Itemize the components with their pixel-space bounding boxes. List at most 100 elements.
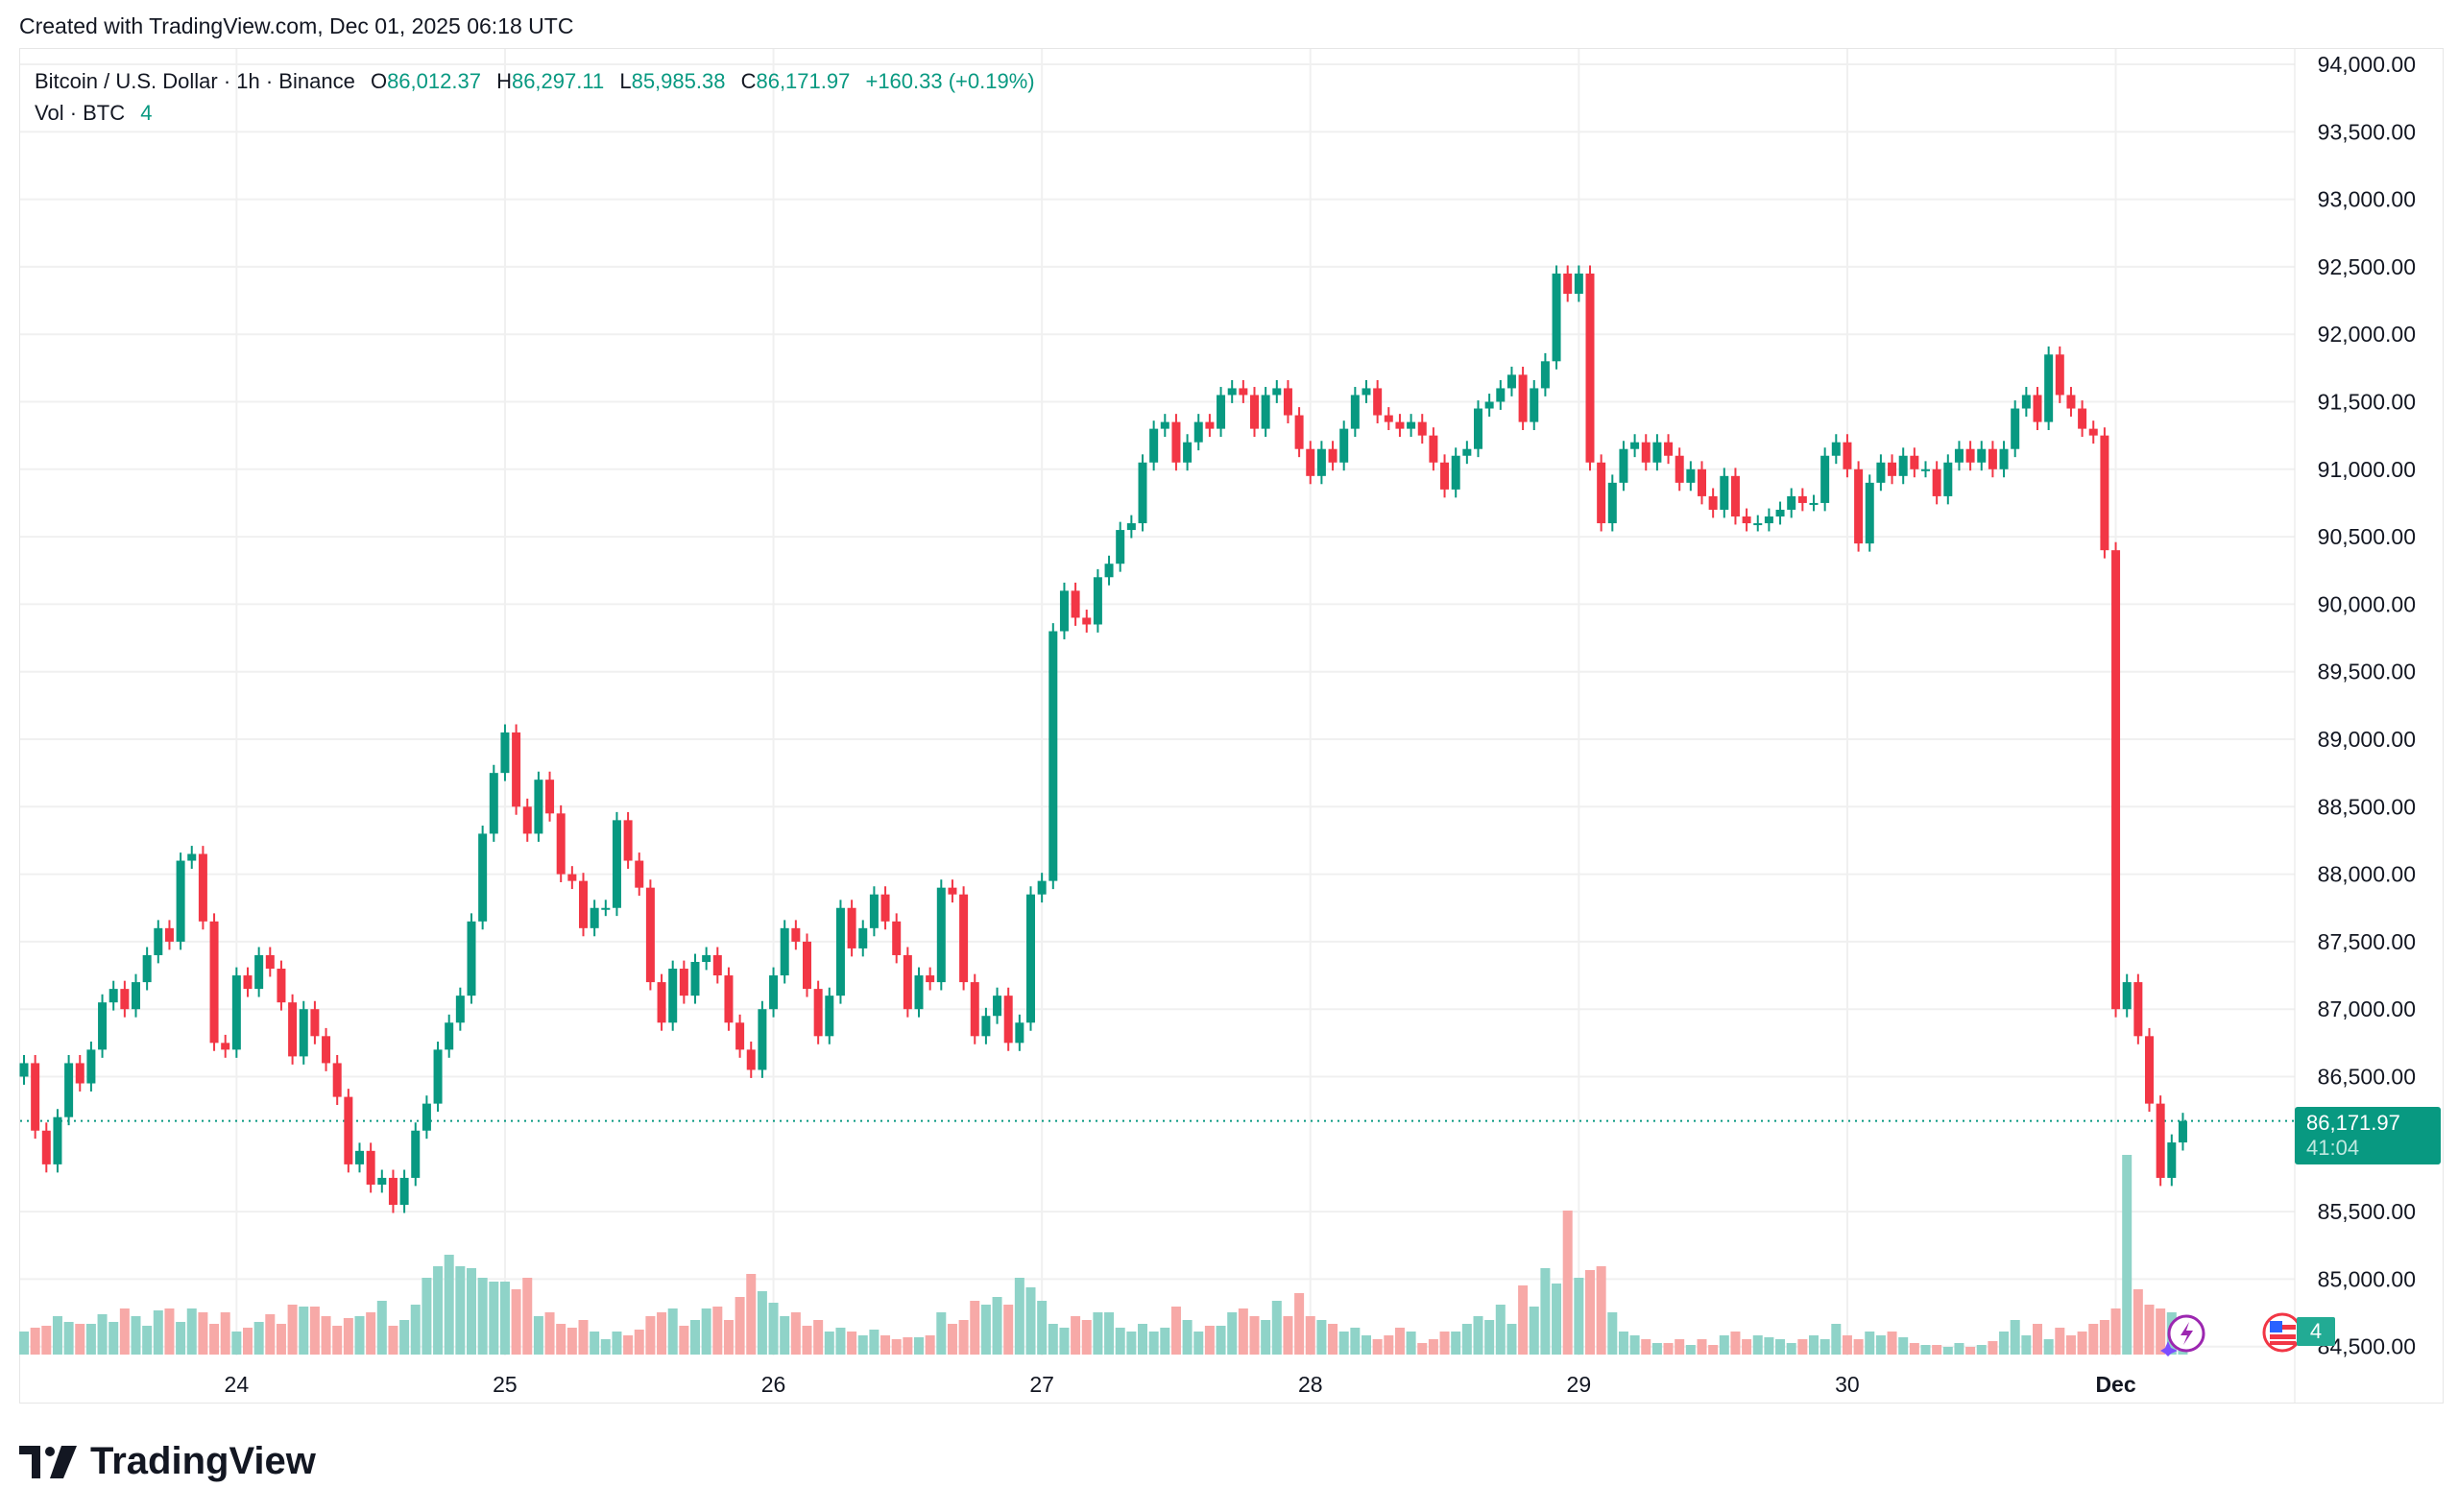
- volume-bar: [891, 1339, 902, 1355]
- volume-bar: [690, 1320, 700, 1355]
- volume-bar: [388, 1326, 398, 1355]
- candle-body: [1910, 455, 1919, 469]
- volume-bar: [1797, 1339, 1808, 1355]
- ohlc-line: Bitcoin / U.S. Dollar · 1h · Binance O86…: [35, 65, 1035, 97]
- candle-body: [388, 1177, 398, 1206]
- candle-body: [903, 954, 912, 1010]
- volume-bar: [880, 1335, 891, 1355]
- candle-body: [1943, 462, 1953, 496]
- candle-body: [590, 907, 599, 928]
- volume-bar: [1809, 1335, 1819, 1355]
- candle-body: [1071, 590, 1080, 618]
- volume-bar: [1708, 1345, 1719, 1355]
- volume-bar: [925, 1335, 935, 1355]
- candle-body: [690, 961, 700, 996]
- volume-bar: [612, 1332, 622, 1355]
- volume-bar: [1552, 1284, 1562, 1355]
- volume-bar: [992, 1297, 1002, 1355]
- candle-body: [522, 806, 532, 834]
- candle-body: [1328, 448, 1337, 463]
- candle-body: [2088, 428, 2098, 436]
- candle-body: [926, 975, 935, 983]
- volume-bar: [1574, 1278, 1584, 1355]
- volume-bar: [1651, 1343, 1662, 1355]
- volume-bar: [1585, 1270, 1595, 1355]
- candle-body: [2145, 1036, 2154, 1104]
- candle-body: [1373, 388, 1383, 416]
- volume-bar: [578, 1320, 589, 1355]
- volume-bar: [2021, 1335, 2032, 1355]
- candle-body: [847, 907, 856, 948]
- candle-body: [2156, 1103, 2165, 1178]
- volume-bar: [63, 1322, 74, 1355]
- candle-body: [724, 975, 734, 1023]
- candle-body: [1138, 462, 1147, 524]
- volume-bar: [444, 1255, 454, 1355]
- candle-body: [1843, 442, 1852, 469]
- volume-bar: [366, 1312, 376, 1355]
- volume-bar: [2110, 1308, 2121, 1355]
- volume-bar: [287, 1305, 298, 1355]
- volume-bar: [1495, 1305, 1506, 1355]
- volume-bar: [1126, 1332, 1137, 1355]
- volume-bar: [1999, 1332, 2010, 1355]
- volume-bar: [309, 1307, 320, 1355]
- volume-bar: [253, 1322, 264, 1355]
- lightning-event-icon[interactable]: [2160, 1312, 2208, 1356]
- volume-bar: [947, 1324, 957, 1355]
- candle-body: [635, 860, 644, 888]
- volume-bar: [757, 1291, 767, 1355]
- volume-bar: [1417, 1343, 1428, 1355]
- volume-bar: [1618, 1332, 1628, 1355]
- x-tick-label: 24: [225, 1372, 250, 1397]
- volume-bar: [1148, 1332, 1159, 1355]
- volume-bar: [1663, 1343, 1674, 1355]
- candle-body: [993, 996, 1002, 1017]
- candle-body: [1239, 388, 1248, 396]
- last-price-tag: 86,171.97 41:04: [2295, 1107, 2441, 1164]
- candle-body: [53, 1116, 62, 1164]
- volume-bar: [422, 1278, 432, 1355]
- candle-body: [601, 907, 611, 910]
- y-tick-label: 87,500.00: [2318, 929, 2416, 954]
- volume-bar: [1294, 1293, 1305, 1355]
- candle-body: [769, 975, 779, 1010]
- volume-bar: [1059, 1328, 1070, 1355]
- volume-bar: [1629, 1335, 1640, 1355]
- volume-bar: [1138, 1324, 1147, 1355]
- volume-bar: [1216, 1326, 1226, 1355]
- volume-bar: [108, 1322, 119, 1355]
- candle-body: [86, 1049, 96, 1084]
- low-value: 85,985.38: [631, 69, 726, 93]
- created-with-caption: Created with TradingView.com, Dec 01, 20…: [19, 13, 574, 38]
- volume-bar: [746, 1274, 757, 1355]
- tradingview-logo[interactable]: TradingView: [19, 1440, 316, 1483]
- y-tick-label: 92,500.00: [2318, 254, 2416, 279]
- volume-bar: [857, 1335, 868, 1355]
- candle-body: [835, 907, 845, 996]
- volume-bar: [980, 1305, 991, 1355]
- volume-bar: [1350, 1328, 1361, 1355]
- symbol-title[interactable]: Bitcoin / U.S. Dollar · 1h · Binance: [35, 69, 355, 93]
- volume-bar: [2133, 1289, 2143, 1355]
- candle-body: [322, 1036, 331, 1064]
- logo-text: TradingView: [90, 1440, 316, 1482]
- candle-body: [1316, 448, 1326, 476]
- volume-bar: [52, 1316, 62, 1355]
- candle-body: [2033, 395, 2042, 422]
- volume-bar: [1473, 1316, 1483, 1355]
- volume-bar: [1182, 1320, 1193, 1355]
- volume-bar: [1506, 1324, 1517, 1355]
- candle-body: [1540, 361, 1550, 389]
- candle-body: [892, 921, 902, 955]
- candle-body: [2111, 550, 2121, 1010]
- volume-bar: [645, 1316, 656, 1355]
- volume-bar: [533, 1316, 543, 1355]
- volume-label[interactable]: Vol · BTC: [35, 101, 126, 125]
- volume-bar: [1786, 1343, 1796, 1355]
- volume-bar: [1115, 1328, 1125, 1355]
- candle-body: [231, 975, 241, 1050]
- x-tick-label: 29: [1567, 1372, 1592, 1397]
- candle-body: [2055, 354, 2064, 396]
